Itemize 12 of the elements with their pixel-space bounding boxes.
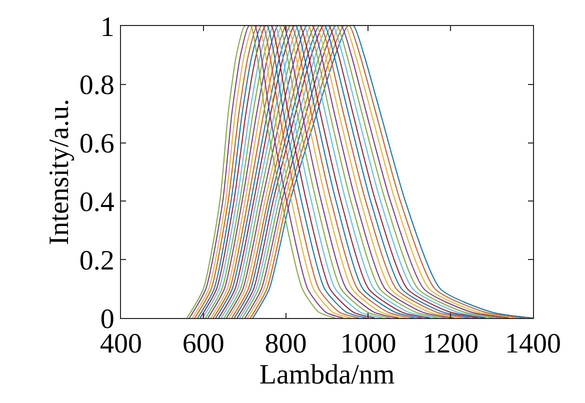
- y-tick-label: 0.2: [79, 245, 114, 276]
- x-axis-title: Lambda/nm: [259, 360, 395, 391]
- y-tick-label: 0.4: [79, 187, 114, 218]
- x-tick-label: 800: [264, 328, 307, 360]
- x-tick-label: 1200: [422, 328, 479, 360]
- x-tick-label: 1000: [340, 328, 396, 360]
- x-tick-label: 600: [182, 328, 224, 360]
- y-axis-title: Intensity/a.u.: [44, 98, 76, 246]
- y-tick-label: 1: [100, 12, 114, 43]
- y-tick-label: 0.8: [79, 70, 114, 102]
- y-tick-label: 0.6: [79, 128, 114, 160]
- x-tick-label: 1400: [505, 328, 561, 360]
